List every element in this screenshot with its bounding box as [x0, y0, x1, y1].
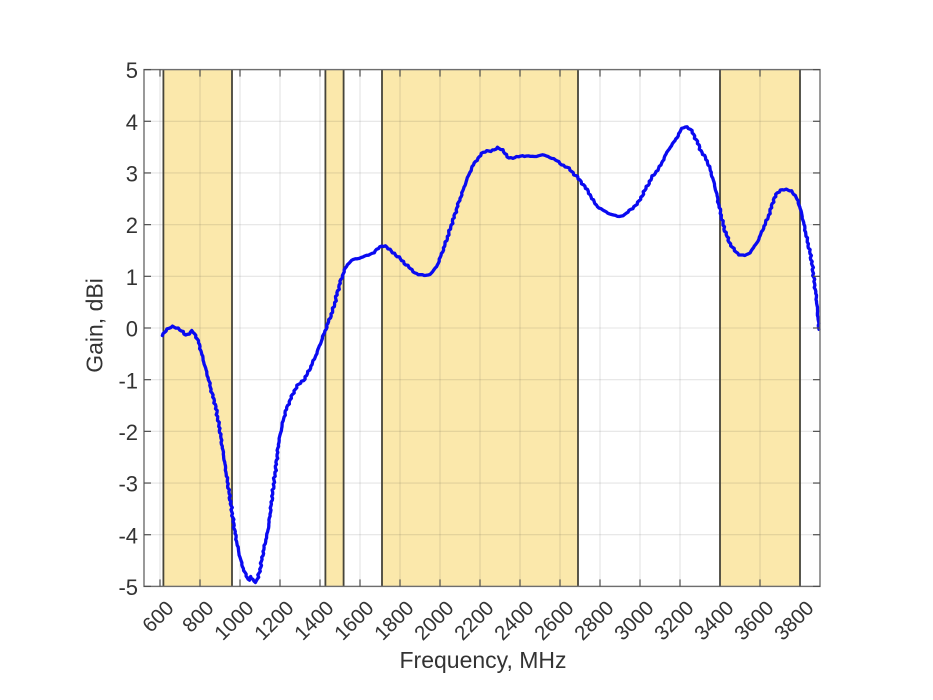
svg-text:1: 1	[126, 265, 138, 290]
svg-text:Frequency, MHz: Frequency, MHz	[399, 647, 566, 673]
svg-text:4: 4	[126, 110, 138, 135]
svg-text:0: 0	[126, 317, 138, 342]
svg-text:-1: -1	[118, 368, 138, 393]
svg-text:-4: -4	[118, 523, 138, 548]
svg-text:3: 3	[126, 162, 138, 187]
svg-text:5: 5	[126, 58, 138, 83]
svg-text:2: 2	[126, 213, 138, 238]
svg-text:-5: -5	[118, 575, 138, 600]
svg-text:-2: -2	[118, 420, 138, 445]
svg-text:-3: -3	[118, 472, 138, 497]
svg-text:Gain, dBi: Gain, dBi	[81, 278, 107, 373]
